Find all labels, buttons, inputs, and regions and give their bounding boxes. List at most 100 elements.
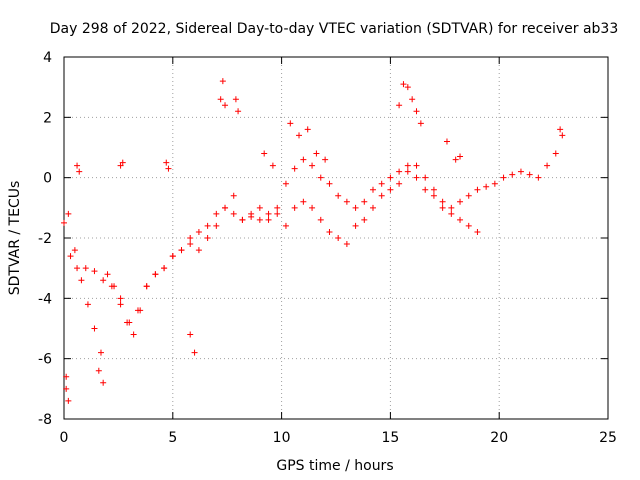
data-point: [335, 235, 342, 241]
data-point: [404, 162, 411, 169]
data-point: [361, 216, 368, 223]
data-point: [378, 192, 385, 199]
data-point: [117, 301, 124, 308]
data-point: [74, 162, 81, 169]
data-point: [326, 180, 333, 187]
data-point: [304, 126, 311, 133]
data-points: [61, 78, 566, 404]
y-axis: -8 -6 -4 -2 0 2 4: [38, 50, 608, 428]
data-point: [413, 162, 420, 169]
data-point: [97, 349, 104, 356]
data-point: [417, 120, 424, 127]
data-point: [191, 349, 198, 356]
data-point: [269, 162, 276, 169]
data-point: [443, 138, 450, 145]
data-point: [452, 156, 459, 163]
data-point: [63, 385, 70, 392]
data-point: [232, 96, 239, 103]
data-point: [78, 277, 85, 284]
data-point: [422, 174, 429, 181]
x-tick-label: 20: [490, 430, 508, 446]
data-point: [457, 216, 464, 223]
data-point: [282, 180, 289, 187]
data-point: [322, 156, 329, 163]
data-point: [396, 168, 403, 175]
data-point: [100, 379, 107, 386]
data-point: [235, 108, 242, 115]
data-point: [222, 102, 229, 109]
data-point: [165, 165, 172, 172]
data-point: [300, 156, 307, 163]
data-point: [63, 373, 70, 380]
data-point: [483, 183, 490, 190]
data-point: [430, 186, 437, 193]
data-point: [169, 253, 176, 260]
data-point: [187, 241, 194, 248]
data-point: [265, 216, 272, 223]
x-axis: 0 5 10 15 20 25: [60, 57, 617, 446]
data-point: [500, 174, 507, 181]
data-point: [152, 271, 159, 278]
data-point: [282, 222, 289, 229]
data-point: [137, 307, 144, 314]
data-point: [465, 222, 472, 229]
x-tick-label: 5: [168, 430, 177, 446]
data-point: [117, 295, 124, 302]
data-point: [82, 265, 89, 272]
data-point: [509, 171, 516, 178]
data-point: [274, 204, 281, 211]
data-point: [517, 168, 524, 175]
data-point: [448, 210, 455, 217]
data-point: [213, 210, 220, 217]
data-point: [335, 192, 342, 199]
series-excursions: [63, 78, 564, 404]
data-point: [369, 186, 376, 193]
data-point: [457, 153, 464, 160]
data-point: [67, 253, 74, 260]
data-point: [219, 78, 226, 85]
data-point: [265, 210, 272, 217]
data-point: [213, 222, 220, 229]
data-point: [474, 228, 481, 235]
data-point: [448, 204, 455, 211]
data-point: [526, 171, 533, 178]
data-point: [61, 219, 67, 226]
data-point: [313, 150, 320, 157]
data-point: [352, 204, 359, 211]
data-point: [457, 198, 464, 205]
data-point: [74, 265, 81, 272]
data-point: [143, 283, 150, 290]
data-point: [387, 186, 394, 193]
data-point: [396, 180, 403, 187]
data-point: [413, 108, 420, 115]
data-point: [352, 222, 359, 229]
data-point: [104, 271, 111, 278]
data-point: [422, 186, 429, 193]
data-point: [309, 162, 316, 169]
data-point: [491, 180, 498, 187]
data-point: [559, 132, 566, 139]
x-tick-label: 0: [60, 430, 69, 446]
data-point: [535, 174, 542, 181]
data-point: [474, 186, 481, 193]
data-point: [409, 96, 416, 103]
data-point: [439, 198, 446, 205]
data-point: [430, 192, 437, 199]
y-tick-label: -8: [38, 412, 52, 428]
data-point: [300, 198, 307, 205]
x-axis-label: GPS time / hours: [276, 458, 393, 474]
data-point: [343, 241, 350, 248]
data-point: [117, 162, 124, 169]
data-point: [124, 319, 131, 326]
data-point: [161, 265, 168, 272]
data-point: [317, 174, 324, 181]
data-point: [119, 159, 126, 166]
series-track-b: [65, 162, 481, 356]
x-tick-label: 10: [273, 430, 291, 446]
data-point: [163, 159, 170, 166]
data-point: [95, 367, 102, 374]
chart-title: Day 298 of 2022, Sidereal Day-to-day VTE…: [50, 21, 619, 37]
y-tick-label: -4: [38, 291, 52, 307]
data-point: [396, 102, 403, 109]
y-tick-label: -2: [38, 231, 52, 247]
